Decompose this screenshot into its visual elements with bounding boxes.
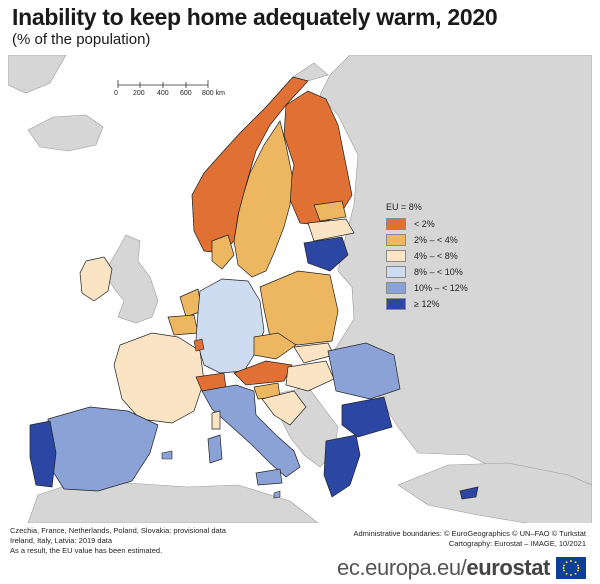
legend-header: EU = 8% [386, 202, 422, 212]
legend-swatch [386, 217, 406, 230]
legend-swatch [386, 249, 406, 262]
footnotes: Czechia, France, Netherlands, Poland, Sl… [10, 526, 226, 556]
latvia-region [307, 218, 355, 242]
balearic-region [161, 450, 173, 460]
france-region [113, 332, 205, 424]
sardinia-region [207, 434, 223, 464]
sweden-region [233, 120, 293, 278]
bulgaria-region [341, 396, 393, 438]
map-title: Inability to keep home adequately warm, … [12, 4, 498, 30]
legend-swatch [386, 297, 406, 310]
legend-item: < 2% [386, 216, 468, 231]
legend-item: 8% – < 10% [386, 264, 468, 279]
estonia-region [313, 200, 347, 222]
legend-item: 2% – < 4% [386, 232, 468, 247]
denmark-region [211, 234, 235, 270]
iceland-region [27, 114, 104, 152]
greenland-region [8, 55, 67, 94]
europe-map [8, 55, 592, 523]
poland-region [259, 270, 339, 346]
scale-label-200: 200 [133, 90, 145, 97]
map-credits: Administrative boundaries: © EuroGeograp… [353, 529, 586, 549]
footnote-2019: Ireland, Italy, Latvia: 2019 data [10, 536, 113, 545]
czechia-region [253, 332, 297, 360]
url-prefix: ec.europa.eu/ [337, 555, 467, 580]
brand-name: eurostat [466, 555, 550, 580]
credit-cartography: Cartography: Eurostat – IMAGE, 10/2021 [448, 539, 586, 548]
hungary-region [285, 360, 335, 392]
croatia-region [261, 390, 307, 426]
legend-item: 4% – < 8% [386, 248, 468, 263]
malta-region [273, 490, 281, 499]
corsica-region [211, 410, 221, 430]
portugal-region [29, 420, 57, 488]
greece-region [323, 434, 361, 498]
turkey-region [397, 462, 592, 523]
legend-label: 2% – < 4% [414, 234, 458, 245]
legend-swatch [386, 265, 406, 278]
credit-boundaries: Administrative boundaries: © EuroGeograp… [353, 529, 586, 538]
legend-swatch [386, 233, 406, 246]
ireland-region [79, 256, 113, 302]
uk-region [103, 234, 159, 324]
spain-region [47, 406, 159, 492]
legend-label: ≥ 12% [414, 298, 440, 309]
slovakia-region [293, 342, 335, 364]
scale-label-600: 600 [180, 90, 192, 97]
scale-bar [117, 80, 209, 88]
legend-swatch [386, 281, 406, 294]
scale-label-800: 800 km [202, 90, 225, 97]
footnote-estimate: As a result, the EU value has been estim… [10, 546, 163, 555]
germany-region [195, 278, 265, 374]
map-subtitle: (% of the population) [12, 31, 151, 48]
legend-item: 10% – < 12% [386, 280, 468, 295]
cyprus-region [459, 486, 479, 500]
romania-region [327, 342, 401, 400]
eurostat-link[interactable]: ec.europa.eu/eurostat [337, 555, 550, 581]
africa-region [27, 482, 319, 523]
luxembourg-region [193, 338, 205, 352]
belgium-region [167, 314, 199, 336]
scale-label-0: 0 [114, 90, 118, 97]
sicily-region [255, 468, 283, 486]
eu-flag-icon [556, 557, 586, 579]
italy-region [201, 384, 301, 478]
legend-label: < 2% [414, 218, 435, 229]
scale-label-400: 400 [157, 90, 169, 97]
footnote-provisional: Czechia, France, Netherlands, Poland, Sl… [10, 526, 226, 535]
legend-label: 10% – < 12% [414, 282, 468, 293]
legend-label: 8% – < 10% [414, 266, 463, 277]
legend-label: 4% – < 8% [414, 250, 458, 261]
map-legend: EU = 8% < 2% 2% – < 4% 4% – < 8% 8% – < … [386, 202, 468, 312]
legend-item: ≥ 12% [386, 296, 468, 311]
eurostat-footer: ec.europa.eu/eurostat [337, 555, 586, 581]
lithuania-region [303, 236, 349, 272]
